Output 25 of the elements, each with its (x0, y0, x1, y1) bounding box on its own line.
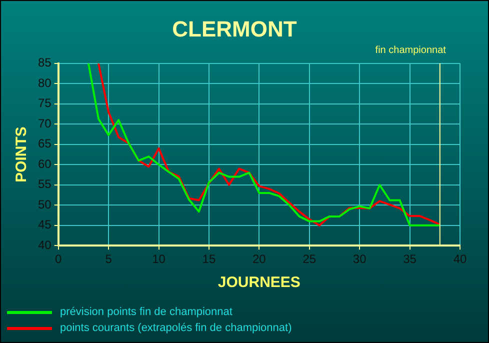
x-tick-label: 20 (252, 252, 266, 266)
x-tick-label: 40 (453, 252, 467, 266)
x-tick-label: 30 (352, 252, 367, 266)
y-tick-label: 50 (38, 197, 52, 212)
x-tick-label: 0 (55, 252, 62, 266)
x-tick-label: 35 (403, 252, 417, 266)
ref-line-label: fin championnat (375, 45, 446, 56)
x-tick-label: 25 (302, 252, 316, 266)
x-tick-label: 15 (202, 252, 216, 266)
x-axis-title: JOURNEES (218, 274, 300, 292)
y-tick-label: 40 (38, 238, 52, 252)
legend-label: prévision points fin de championnat (60, 306, 232, 318)
y-tick-label: 45 (38, 218, 52, 232)
y-tick-label: 55 (38, 177, 52, 192)
y-tick-label: 75 (38, 96, 52, 110)
x-tick-label: 10 (152, 252, 166, 266)
y-axis-title: POINTS (13, 126, 30, 182)
y-tick-label: 85 (38, 56, 52, 70)
y-tick-label: 60 (38, 156, 52, 171)
y-tick-label: 65 (38, 136, 52, 151)
y-tick-label: 80 (38, 76, 52, 90)
x-tick-label: 5 (105, 252, 112, 266)
legend-label: points courants (extrapolés fin de championnat) (60, 322, 292, 334)
chart-title: CLERMONT (172, 16, 298, 42)
y-tick-label: 70 (38, 116, 52, 130)
